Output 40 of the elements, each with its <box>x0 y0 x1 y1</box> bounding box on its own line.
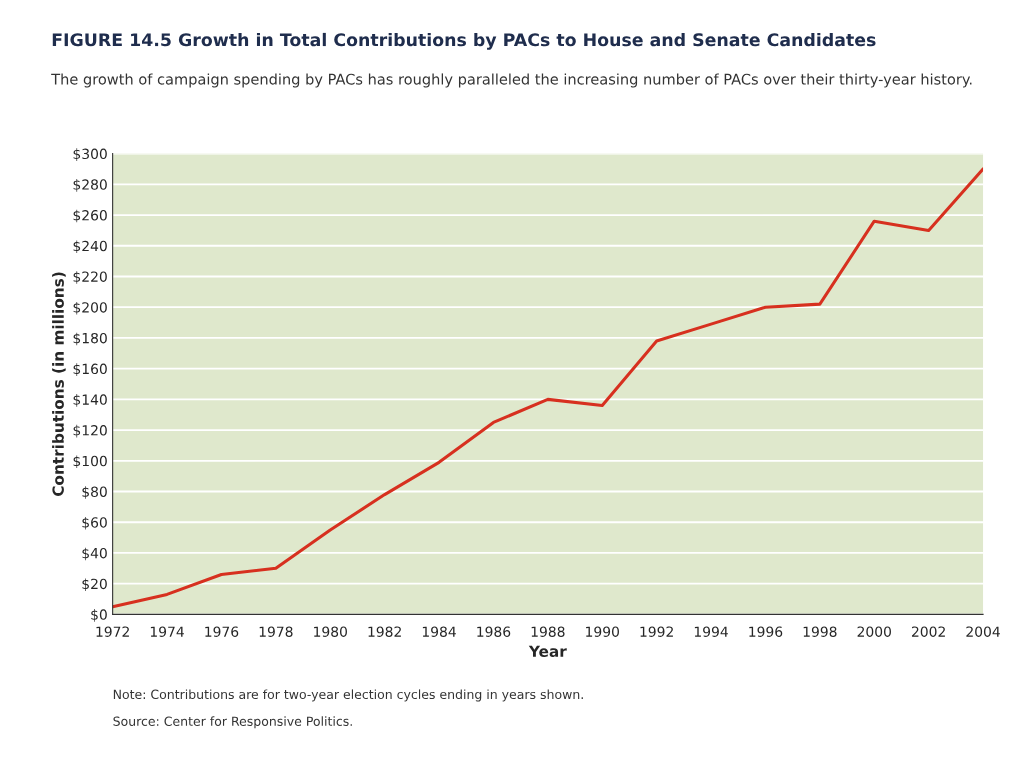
text: Note: Contributions are for two-year election cycles ending in years shown. <box>113 689 583 702</box>
x-axis-title: Year <box>528 645 567 658</box>
y-tick-label: $40 <box>82 547 107 561</box>
x-tick-label: 1976 <box>205 626 239 637</box>
y-tick-label: $100 <box>73 455 107 469</box>
y-tick-label: $260 <box>73 209 107 223</box>
x-tick-label: 1974 <box>150 626 184 637</box>
x-tick-label: 1986 <box>477 626 511 637</box>
x-tick-label: 1980 <box>314 626 347 637</box>
y-tick-label: $60 <box>82 516 107 530</box>
x-tick-label: 2002 <box>911 626 945 637</box>
chart-title: FIGURE 14.5 Growth in Total Contributions by PACs to House and Senate Candidates <box>52 32 876 50</box>
y-tick-label: $300 <box>73 148 107 161</box>
y-tick-label: $280 <box>73 179 107 192</box>
y-tick-label: $160 <box>73 363 107 376</box>
y-tick-label: $220 <box>73 271 107 284</box>
x-tick-label: 1992 <box>640 626 673 637</box>
y-tick-label: $0 <box>91 609 107 622</box>
y-axis-title: Contributions (in millions) <box>52 272 66 496</box>
y-tick-label: $120 <box>73 424 107 438</box>
x-tick-label: 1984 <box>422 626 456 637</box>
x-tick-label: 1994 <box>694 626 728 637</box>
x-tick-label: 2004 <box>966 626 1000 637</box>
x-tick-label: 1978 <box>259 626 293 637</box>
x-tick-label: 1988 <box>531 626 565 637</box>
x-tick-label: 1990 <box>586 626 619 637</box>
line-series <box>112 167 984 609</box>
x-tick-label: 1972 <box>96 626 129 637</box>
x-tick-label: 1998 <box>803 626 837 637</box>
y-tick-label: $240 <box>73 240 107 254</box>
y-tick-label: $140 <box>73 394 107 407</box>
y-tick-label: $180 <box>73 332 107 346</box>
x-tick-label: 2000 <box>857 626 891 637</box>
y-tick-label: $80 <box>82 486 107 499</box>
x-tick-label: 1996 <box>749 626 783 637</box>
source-note: Source: Center for Responsive Politics. <box>113 716 352 729</box>
chart-subtitle: The growth of campaign spending by PACs has roughly paralleled the increasing number of PACs over their thirty-year history. <box>51 73 972 88</box>
y-tick-label: $200 <box>73 301 107 315</box>
x-tick-label: 1982 <box>368 626 401 637</box>
y-tick-label: $20 <box>82 578 107 591</box>
